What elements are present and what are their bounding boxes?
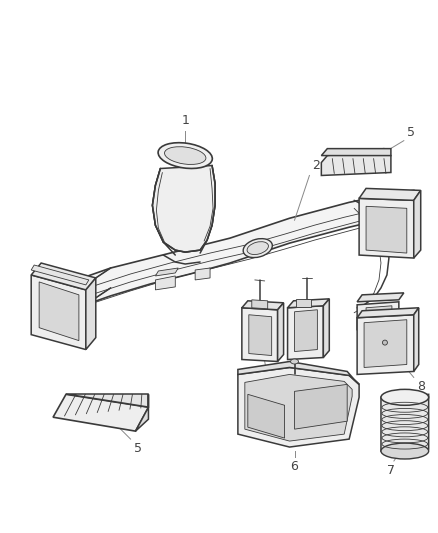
Polygon shape [359, 198, 414, 258]
Polygon shape [364, 320, 407, 367]
Polygon shape [366, 306, 392, 326]
Polygon shape [248, 394, 285, 438]
Polygon shape [321, 149, 391, 175]
Polygon shape [359, 188, 421, 200]
Polygon shape [238, 367, 359, 447]
Text: 5: 5 [407, 126, 415, 139]
Polygon shape [414, 308, 419, 372]
Polygon shape [294, 310, 318, 352]
Polygon shape [252, 300, 268, 309]
Polygon shape [86, 278, 96, 350]
Polygon shape [39, 282, 79, 341]
Ellipse shape [158, 143, 212, 168]
Polygon shape [321, 149, 391, 156]
Text: 1: 1 [181, 114, 189, 127]
Polygon shape [294, 384, 347, 429]
Text: 5: 5 [134, 442, 141, 455]
Polygon shape [135, 394, 148, 431]
Polygon shape [278, 303, 283, 361]
Text: 6: 6 [290, 460, 298, 473]
Polygon shape [357, 315, 414, 375]
Text: 4: 4 [264, 392, 272, 405]
Polygon shape [245, 375, 352, 441]
Polygon shape [155, 268, 178, 276]
Polygon shape [288, 306, 323, 360]
Text: 7: 7 [387, 464, 395, 477]
Ellipse shape [381, 389, 429, 405]
Text: 8: 8 [417, 381, 425, 393]
Polygon shape [31, 275, 86, 350]
Polygon shape [242, 308, 278, 361]
Ellipse shape [382, 340, 388, 345]
Polygon shape [152, 166, 215, 252]
Polygon shape [53, 394, 148, 431]
Polygon shape [357, 302, 399, 330]
Polygon shape [31, 265, 89, 285]
Polygon shape [296, 299, 311, 307]
Polygon shape [288, 299, 329, 308]
Polygon shape [357, 293, 404, 302]
Ellipse shape [247, 241, 268, 255]
Polygon shape [31, 263, 96, 290]
Ellipse shape [165, 147, 206, 165]
Polygon shape [242, 301, 283, 310]
Text: 2: 2 [312, 159, 320, 173]
Polygon shape [39, 190, 414, 325]
Polygon shape [249, 315, 272, 356]
Ellipse shape [290, 359, 298, 364]
Ellipse shape [243, 239, 272, 257]
Polygon shape [366, 206, 407, 253]
Polygon shape [195, 268, 210, 280]
Ellipse shape [381, 443, 429, 459]
Polygon shape [357, 308, 419, 318]
Polygon shape [66, 394, 148, 407]
Polygon shape [323, 299, 329, 358]
Polygon shape [414, 190, 421, 258]
Polygon shape [238, 361, 359, 384]
Polygon shape [155, 276, 175, 290]
Polygon shape [381, 394, 429, 451]
